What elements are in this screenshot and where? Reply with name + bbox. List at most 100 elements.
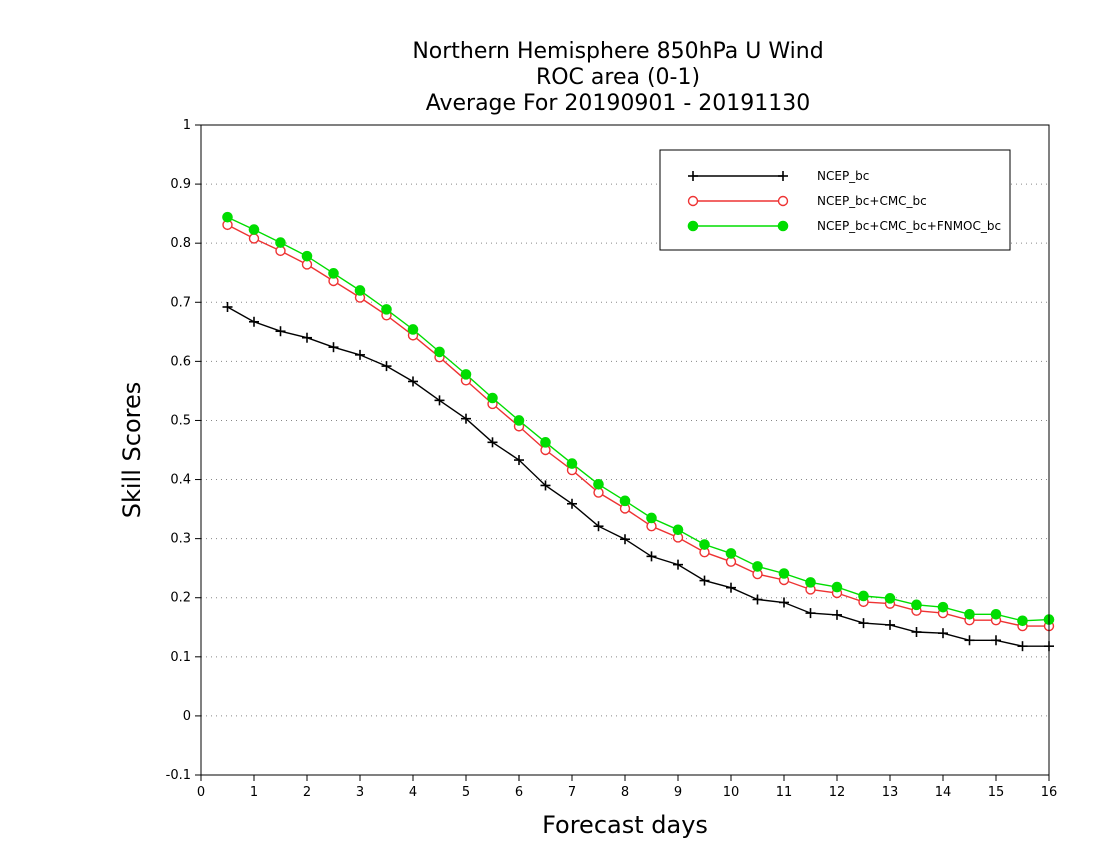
- data-point: [805, 608, 816, 619]
- data-point: [460, 369, 472, 380]
- legend-marker: [777, 195, 789, 207]
- legend-marker: [777, 220, 789, 232]
- x-tick-label: 3: [356, 785, 364, 800]
- plot-frame: [200, 124, 1050, 776]
- y-tick-label: 0.5: [170, 413, 191, 428]
- x-tick-label: 10: [723, 785, 740, 800]
- data-point: [938, 628, 948, 639]
- x-tick-label: 15: [988, 785, 1005, 800]
- data-point: [752, 561, 763, 572]
- legend-label: NCEP_bc+CMC_bc+FNMOC_bc: [817, 219, 1001, 233]
- data-point: [884, 593, 896, 604]
- y-tick-label: 0.4: [170, 473, 191, 488]
- data-point: [275, 237, 286, 248]
- legend-marker: [778, 171, 788, 181]
- data-point: [593, 521, 604, 532]
- x-tick-label: 16: [1041, 785, 1058, 800]
- y-tick-label: 0.3: [170, 532, 191, 547]
- data-point: [248, 224, 260, 235]
- data-point: [567, 498, 577, 509]
- x-tick-label: 4: [409, 785, 417, 800]
- x-tick-label: 7: [568, 785, 576, 800]
- data-point: [778, 568, 790, 579]
- data-point: [248, 233, 260, 244]
- data-point: [275, 326, 286, 337]
- data-point: [301, 250, 313, 262]
- data-point: [249, 316, 259, 327]
- x-tick-label: 1: [250, 785, 258, 800]
- series-3: [222, 211, 1055, 627]
- data-point: [725, 548, 737, 559]
- data-point: [964, 635, 975, 646]
- data-point: [540, 437, 551, 448]
- data-point: [620, 534, 630, 545]
- data-point: [726, 582, 736, 593]
- data-point: [487, 437, 498, 448]
- series-line: [227, 216, 1050, 622]
- y-tick-label: 0.2: [170, 591, 191, 606]
- legend-item: NCEP_bc: [688, 169, 869, 183]
- data-point: [858, 590, 869, 602]
- data-point: [805, 577, 816, 588]
- data-point: [566, 458, 578, 469]
- x-tick-label: 14: [935, 785, 952, 800]
- data-point: [328, 342, 339, 353]
- data-point: [831, 581, 843, 593]
- x-tick-label: 13: [882, 785, 899, 800]
- data-point: [885, 619, 895, 630]
- data-point: [328, 268, 339, 279]
- data-point: [911, 599, 922, 611]
- data-point: [964, 608, 975, 620]
- data-point: [222, 302, 233, 312]
- title-line-3: Average For 20190901 - 20191130: [426, 91, 811, 116]
- series-line: [227, 306, 1049, 647]
- data-point: [355, 349, 365, 360]
- x-tick-label: 5: [462, 785, 470, 800]
- axis-ticks: -0.100.10.20.30.40.50.60.70.80.910 1 2 3 4 5 6…: [166, 118, 1058, 800]
- data-point: [699, 575, 710, 586]
- series-layer: [222, 211, 1055, 652]
- data-point: [302, 332, 312, 343]
- legend-marker: [687, 195, 699, 207]
- title-line-1: Northern Hemisphere 850hPa U Wind: [412, 39, 823, 64]
- data-point: [832, 609, 842, 620]
- data-point: [911, 627, 922, 637]
- chart-title: Northern Hemisphere 850hPa U Wind ROC ar…: [412, 39, 823, 116]
- x-tick-label: 6: [515, 785, 523, 800]
- x-tick-label: 12: [829, 785, 846, 800]
- data-point: [222, 211, 233, 223]
- legend-marker: [688, 171, 698, 181]
- data-point: [1017, 641, 1028, 652]
- data-point: [990, 608, 1002, 620]
- y-tick-label: 0.1: [170, 650, 191, 665]
- data-point: [991, 635, 1001, 646]
- data-point: [619, 495, 631, 507]
- data-point: [461, 413, 471, 424]
- series-1: [222, 302, 1054, 652]
- data-point: [937, 601, 949, 613]
- legend-marker: [687, 220, 699, 232]
- x-tick-label: 9: [674, 785, 682, 800]
- data-point: [779, 597, 789, 608]
- y-tick-label: 0.8: [170, 236, 191, 251]
- data-point: [354, 285, 366, 296]
- legend-box: [659, 149, 1011, 251]
- data-point: [699, 539, 710, 550]
- data-point: [513, 415, 525, 426]
- data-point: [514, 455, 524, 466]
- data-point: [1017, 615, 1028, 627]
- data-point: [540, 480, 551, 491]
- legend-item: NCEP_bc+CMC_bc+FNMOC_bc: [687, 219, 1001, 233]
- y-tick-label: 0.6: [170, 354, 191, 369]
- legend-label: NCEP_bc+CMC_bc: [817, 194, 927, 208]
- y-tick-label: -0.1: [166, 768, 191, 783]
- data-point: [646, 551, 657, 562]
- data-point: [593, 478, 604, 490]
- y-tick-label: 0.7: [170, 295, 191, 310]
- title-line-2: ROC area (0-1): [536, 65, 700, 90]
- x-tick-label: 2: [303, 785, 311, 800]
- legend-label: NCEP_bc: [817, 169, 869, 183]
- data-point: [858, 618, 869, 629]
- data-point: [672, 524, 684, 536]
